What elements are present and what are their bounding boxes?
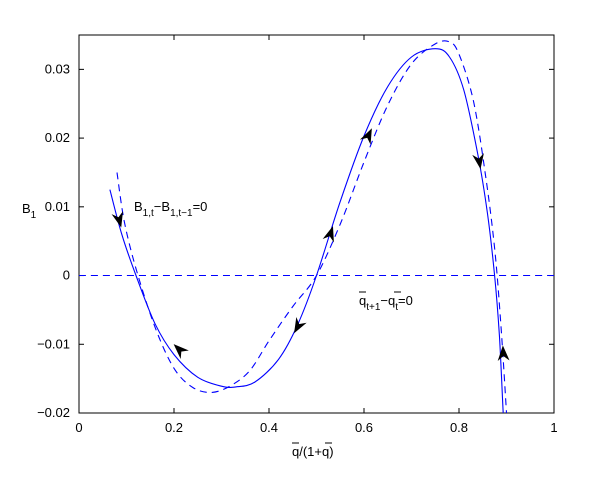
plot-curves [79,40,554,414]
axis-tick-labels: 0 0.2 0.4 0.6 0.8 1 −0.02 −0.01 0 0.01 0.02 0.03 [37,61,558,435]
annotation-b-equilibrium: B1,t−B1,t−1=0 [134,199,207,219]
svg-text:q/(1+q): q/(1+q) [292,444,334,459]
arrow-head-shape [497,345,510,362]
direction-arrows [111,128,510,362]
arrow-head [359,128,372,145]
axis-ticks [78,35,555,414]
svg-text:B1,t−B1,t−1=0: B1,t−B1,t−1=0 [134,199,207,219]
equilibrium-locus-curve [116,40,508,414]
x-axis-label: q/(1+q) [292,442,334,459]
annotation-q-equilibrium: qt+1−qt=0 [359,291,413,313]
x-tick-label: 0.4 [260,420,278,435]
y-tick-label: 0 [63,268,70,283]
arrow-head-shape [173,344,189,360]
arrow-head [111,211,123,228]
arrow-head [294,317,307,334]
arrow-head [497,345,510,362]
y-tick-label: 0.03 [45,61,70,76]
x-tick-label: 1 [550,420,557,435]
y-axis-label-sub: 1 [31,210,37,221]
x-tick-label: 0.6 [355,420,373,435]
arrow-head-shape [359,128,372,145]
arrow-head [322,226,334,243]
arrow-head [173,344,189,360]
y-axis-label: B1 [22,201,37,221]
arrow-head-shape [322,226,334,243]
arrow-head-shape [111,211,123,228]
y-tick-label: 0.01 [45,199,70,214]
plot-area [78,34,555,414]
y-tick-label: −0.02 [37,405,70,420]
y-tick-label: −0.01 [37,336,70,351]
x-tick-label: 0 [75,420,82,435]
arrow-head-shape [294,317,307,334]
x-tick-label: 0.8 [450,420,468,435]
svg-text:qt+1−qt=0: qt+1−qt=0 [359,293,413,313]
y-tick-label: 0.02 [45,130,70,145]
arrow-head-shape [472,153,484,170]
arrow-head [472,153,484,170]
x-tick-label: 0.2 [165,420,183,435]
